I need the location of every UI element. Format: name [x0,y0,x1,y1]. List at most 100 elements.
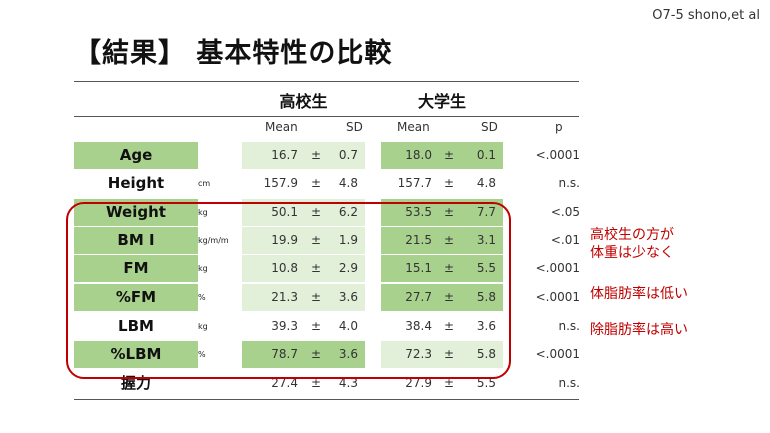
un-cell-bg [381,142,503,169]
hs-pm-symbol: ± [310,148,322,162]
un-pm-symbol: ± [443,233,455,247]
hs-pm-symbol: ± [310,347,322,361]
p-value: <.0001 [535,148,580,162]
hs-pm-symbol: ± [310,261,322,275]
row-label: BM I [74,227,198,254]
hs-cell-bg [242,142,365,169]
un-cell-bg [381,227,503,254]
un-cell-bg [381,255,503,282]
un-mean: 27.7 [405,290,432,304]
note-weight: 高校生の方が 体重は少なく [590,226,674,262]
unit-label: kg/m/m [198,236,229,245]
hs-sd: 6.2 [338,205,358,219]
un-sd: 5.5 [476,376,496,390]
note-weight-line1: 高校生の方が [590,227,674,243]
hs-pm-symbol: ± [310,376,322,390]
unit-label: % [198,293,206,302]
un-pm-symbol: ± [443,261,455,275]
unit-label: cm [198,179,211,188]
col-header-un-mean: Mean [397,120,430,134]
un-mean: 38.4 [405,319,432,333]
un-sd: 0.1 [476,148,496,162]
un-sd: 5.8 [476,290,496,304]
un-pm-symbol: ± [443,176,455,190]
group-header-university: 大学生 [417,92,466,111]
hs-cell-bg [242,341,365,368]
hs-sd: 0.7 [338,148,358,162]
unit-label [198,142,242,169]
group-header-highschool: 高校生 [279,92,328,111]
table-row: LBM kg 39.3 ±4.0 38.4 ±3.6 n.s. [0,313,770,340]
un-sd: 3.1 [476,233,496,247]
note-lean: 除脂肪率は高い [590,322,688,338]
un-sd: 7.7 [476,205,496,219]
un-mean: 21.5 [405,233,432,247]
hs-sd: 3.6 [338,290,358,304]
hs-sd: 4.3 [338,376,358,390]
hs-sd: 1.9 [338,233,358,247]
p-value: <.0001 [535,347,580,361]
header-rule [74,116,579,117]
p-value: <.05 [550,205,580,219]
hs-mean: 21.3 [271,290,298,304]
p-value: <.01 [550,233,580,247]
row-label: LBM [118,317,154,335]
note-weight-line2: 体重は少なく [590,245,674,261]
un-sd: 5.5 [476,261,496,275]
unit-label: % [198,350,206,359]
un-cell-bg [381,284,503,311]
un-sd: 4.8 [476,176,496,190]
row-label: %LBM [74,341,198,368]
hs-pm-symbol: ± [310,290,322,304]
highlight-box [66,202,511,379]
hs-mean: 19.9 [271,233,298,247]
hs-mean: 10.8 [271,261,298,275]
un-pm-symbol: ± [443,376,455,390]
unit-label: kg [198,322,208,331]
hs-cell-bg [242,255,365,282]
hs-sd: 3.6 [338,347,358,361]
slide-title: 【結果】 基本特性の比較 [74,38,393,69]
un-sd: 3.6 [476,319,496,333]
un-pm-symbol: ± [443,347,455,361]
hs-mean: 16.7 [271,148,298,162]
un-pm-symbol: ± [443,148,455,162]
table-row: FM kg 10.8 ±2.9 15.1 ±5.5 <.0001 [0,255,770,282]
row-label: FM [74,255,198,282]
table-row: %LBM% 78.7 ±3.6 72.3 ±5.8 <.0001 [0,341,770,368]
table-row: Age 16.7 ±0.7 18.0 ±0.1 <.0001 [0,142,770,169]
hs-mean: 27.4 [271,376,298,390]
p-value: n.s. [558,176,581,190]
hs-sd: 4.0 [338,319,358,333]
unit-label: kg [198,264,208,273]
table-row: %FM% 21.3 ±3.6 27.7 ±5.8 <.0001 [0,284,770,311]
note-fat: 体脂肪率は低い [590,286,688,302]
hs-cell-bg [242,227,365,254]
hs-sd: 2.9 [338,261,358,275]
hs-mean: 78.7 [271,347,298,361]
bottom-rule [74,399,579,400]
row-label: %FM [74,284,198,311]
hs-pm-symbol: ± [310,233,322,247]
row-label: Age [74,142,198,169]
hs-pm-symbol: ± [310,176,322,190]
un-pm-symbol: ± [443,205,455,219]
author-label: O7-5 shono,et al [652,8,760,23]
un-mean: 72.3 [405,347,432,361]
top-rule [74,81,579,82]
p-value: <.0001 [535,290,580,304]
hs-pm-symbol: ± [310,205,322,219]
hs-mean: 39.3 [271,319,298,333]
hs-cell-bg [242,284,365,311]
un-sd: 5.8 [476,347,496,361]
un-pm-symbol: ± [443,290,455,304]
un-mean: 157.7 [397,176,432,190]
un-mean: 15.1 [405,261,432,275]
row-label: Height [107,174,165,192]
p-value: <.0001 [535,261,580,275]
un-mean: 27.9 [405,376,432,390]
col-header-hs-mean: Mean [265,120,298,134]
hs-mean: 157.9 [263,176,298,190]
col-header-hs-sd: SD [346,120,363,134]
